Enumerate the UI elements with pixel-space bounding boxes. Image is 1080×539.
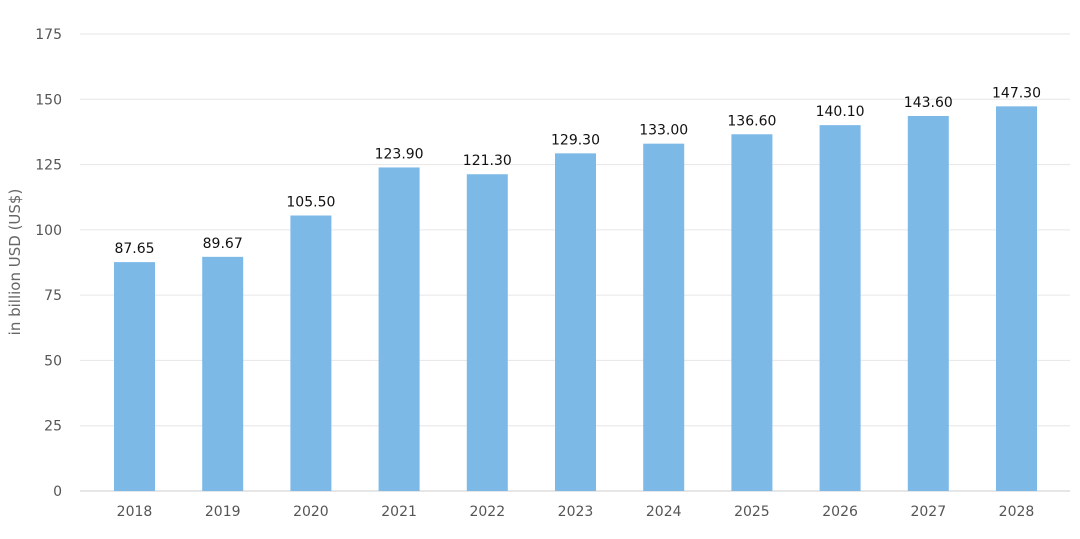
data-label-2018: 87.65 (114, 241, 154, 257)
data-label-2026: 140.10 (816, 104, 865, 120)
x-tick-label-2020: 2020 (293, 504, 329, 520)
bar-2024 (643, 143, 685, 491)
y-tick-label: 100 (35, 223, 62, 239)
bars (114, 106, 1037, 492)
y-tick-label: 175 (35, 27, 62, 43)
x-tick-label-2023: 2023 (558, 504, 594, 520)
bar-2022 (466, 174, 508, 492)
bar-2019 (202, 256, 244, 491)
bar-2025 (731, 134, 773, 491)
bar-2026 (819, 125, 861, 491)
data-label-2020: 105.50 (286, 194, 335, 210)
data-label-2025: 136.60 (727, 113, 776, 129)
x-tick-label-2027: 2027 (910, 504, 946, 520)
bar-2020 (290, 215, 332, 491)
x-tick-label-2022: 2022 (469, 504, 505, 520)
x-tick-label-2028: 2028 (999, 504, 1035, 520)
bar-2021 (378, 167, 420, 491)
x-tick-label-2024: 2024 (646, 504, 682, 520)
y-tick-label: 0 (53, 484, 62, 500)
y-tick-label: 150 (35, 92, 62, 108)
data-label-2028: 147.30 (992, 85, 1041, 101)
data-label-2027: 143.60 (904, 95, 953, 111)
x-tick-label-2018: 2018 (117, 504, 153, 520)
x-tick-label-2026: 2026 (822, 504, 858, 520)
x-tick-label-2021: 2021 (381, 504, 417, 520)
y-tick-label: 25 (44, 419, 62, 435)
data-label-2022: 121.30 (463, 153, 512, 169)
data-label-2023: 129.30 (551, 132, 600, 148)
bar-2023 (555, 153, 596, 491)
x-tick-label-2025: 2025 (734, 504, 770, 520)
y-tick-label: 50 (44, 353, 62, 369)
bar-2028 (996, 106, 1037, 491)
data-labels: 87.65 89.67 105.50 123.90 121.30 129.30 133.00… (114, 85, 1041, 257)
x-tick-label-2019: 2019 (205, 504, 241, 520)
data-label-2024: 133.00 (639, 123, 688, 139)
bar-2027 (907, 115, 949, 492)
data-label-2019: 89.67 (203, 236, 243, 252)
x-axis-ticks: 2018 2019 2020 2021 2022 2023 2024 2025 2026 2027… (117, 504, 1035, 520)
bar-2018 (114, 262, 155, 491)
data-label-2021: 123.90 (375, 146, 424, 162)
y-tick-label: 75 (44, 288, 62, 304)
y-axis-label: in billion USD (US$) (6, 189, 24, 336)
y-axis-ticks: 0 25 50 75 100 125 150 175 (35, 27, 62, 500)
y-tick-label: 125 (35, 158, 62, 174)
